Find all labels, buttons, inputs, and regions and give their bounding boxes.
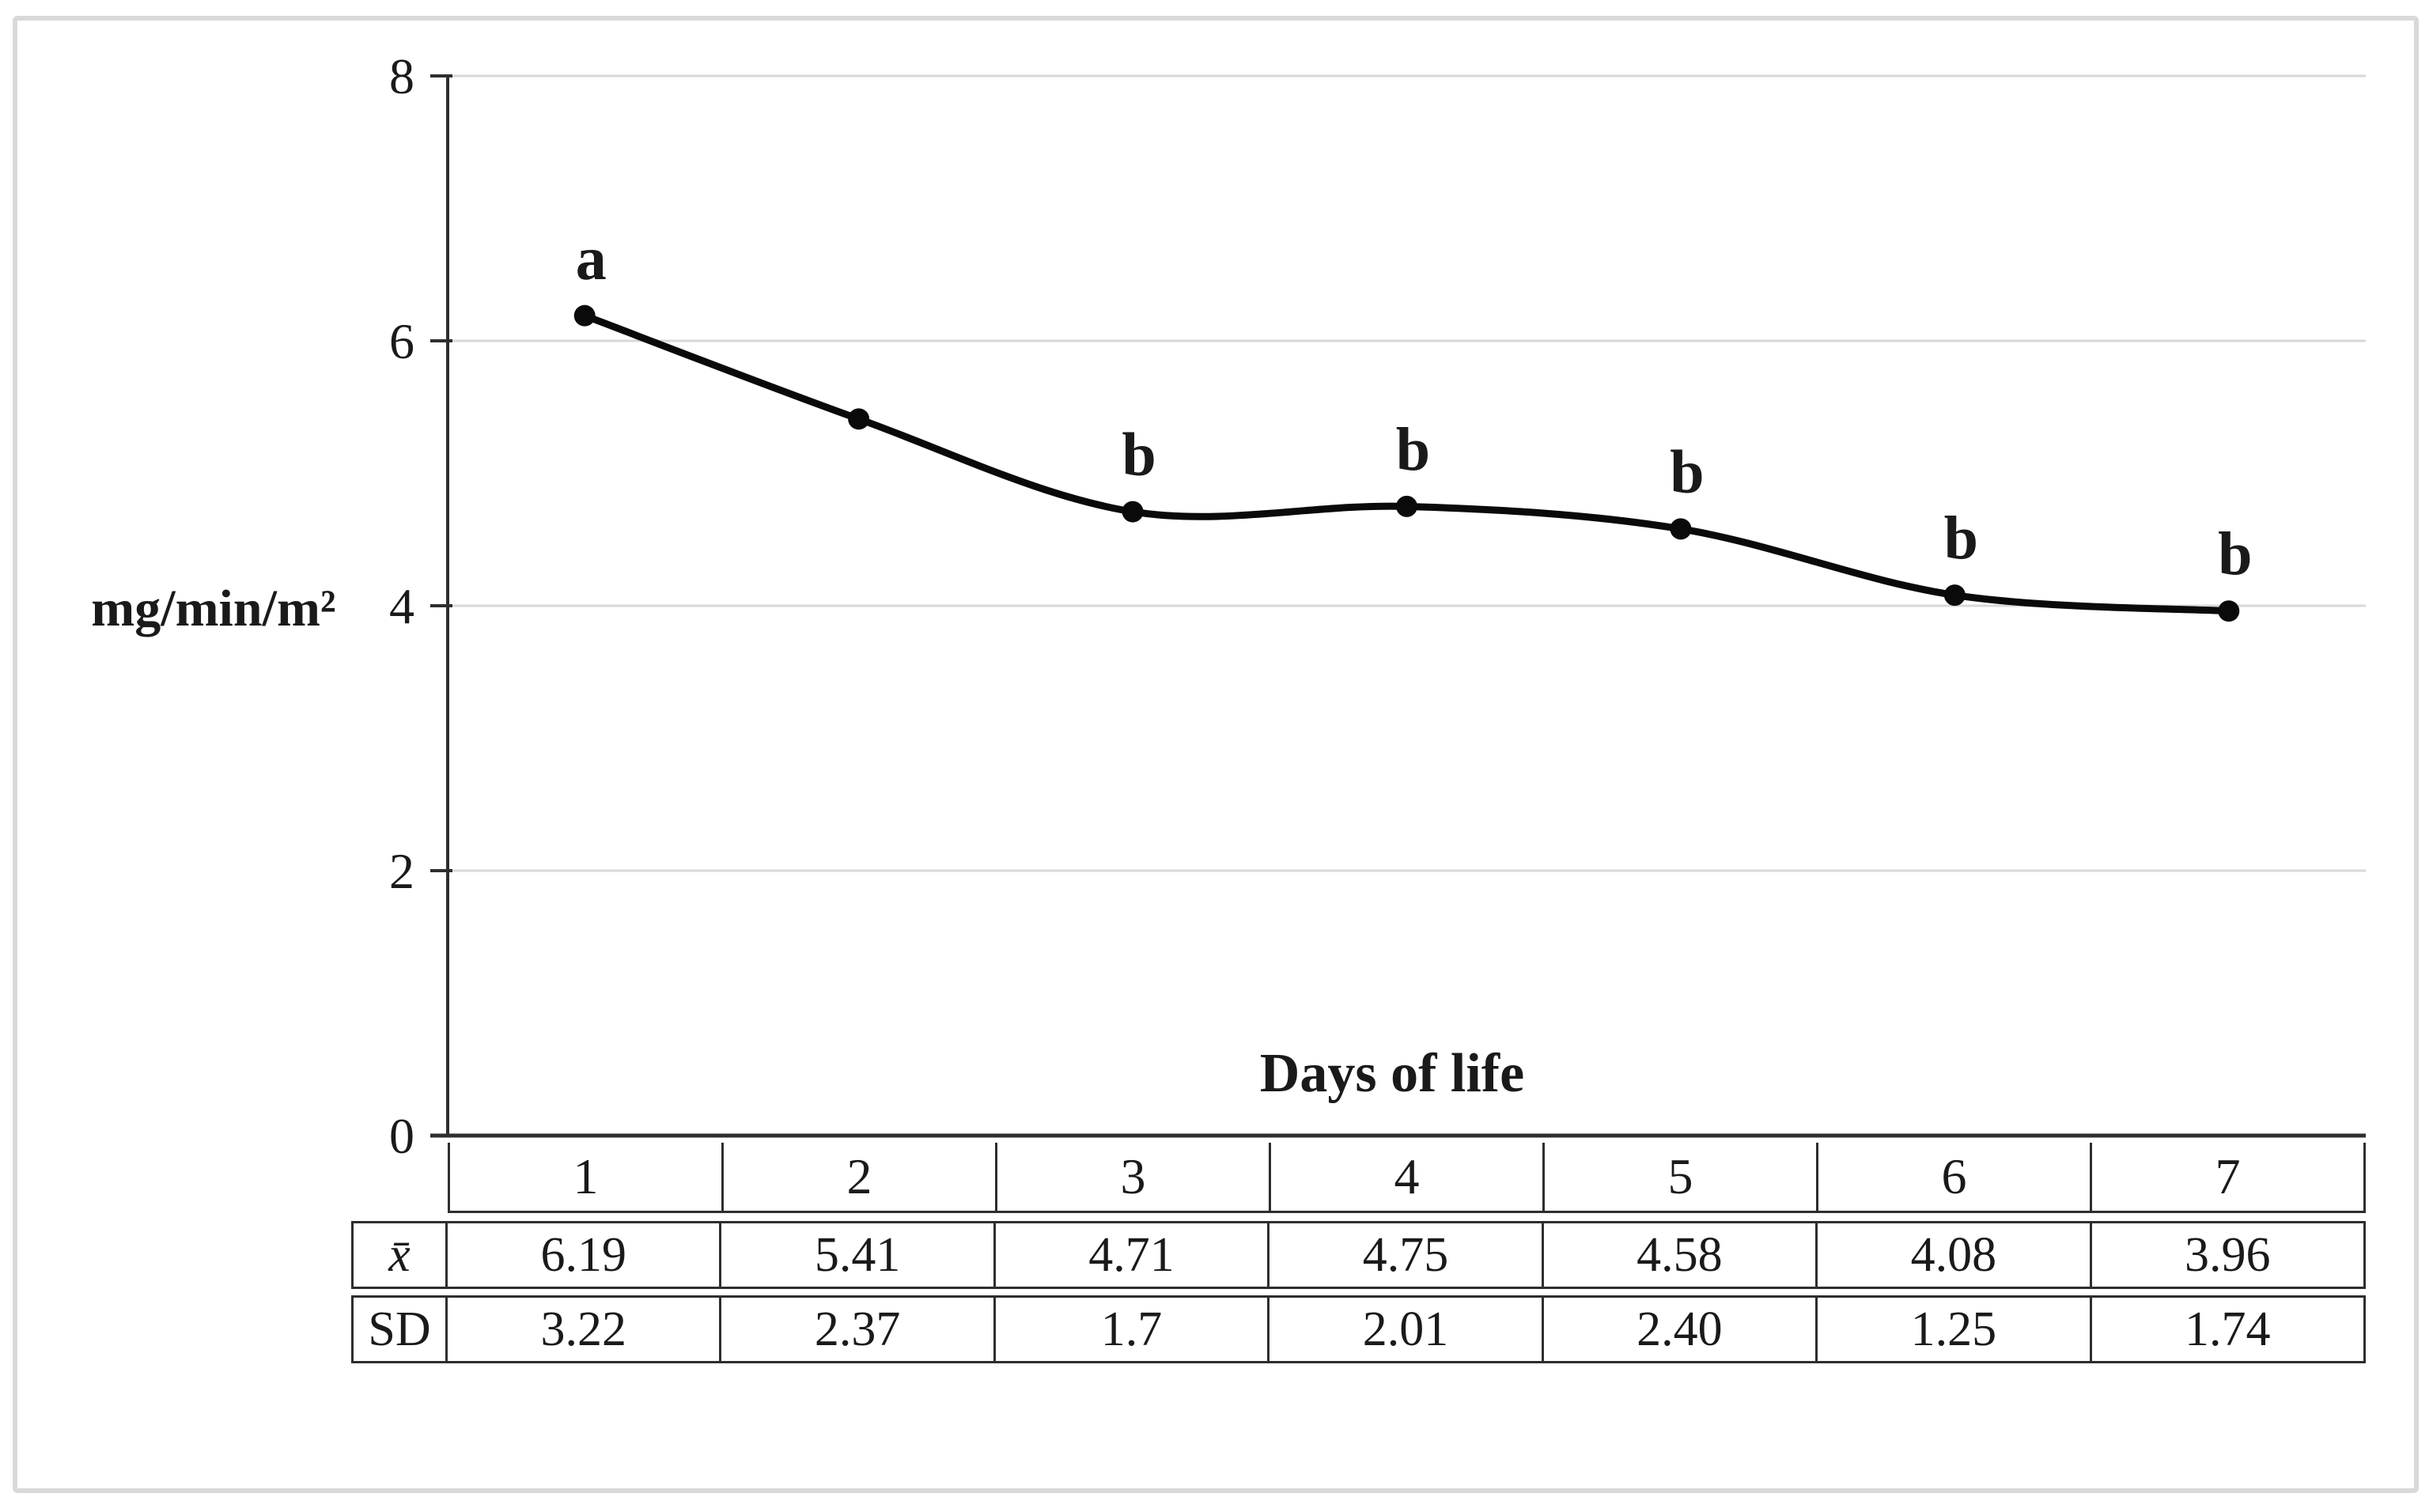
data-point-marker bbox=[573, 304, 596, 327]
data-point-marker bbox=[1122, 501, 1144, 523]
x-axis-title: Days of life bbox=[1259, 1043, 1525, 1104]
y-tick-label: 0 bbox=[389, 1108, 414, 1164]
sd-value-cell: 2.37 bbox=[721, 1298, 996, 1361]
day-header-cell: 4 bbox=[1271, 1143, 1545, 1211]
day-header-cell: 6 bbox=[1818, 1143, 2092, 1211]
data-point-marker bbox=[1396, 495, 1417, 517]
sd-value-cell: 2.01 bbox=[1269, 1298, 1544, 1361]
y-tick-label: 6 bbox=[389, 313, 414, 369]
mean-value-cell: 6.19 bbox=[448, 1223, 722, 1287]
data-point-marker bbox=[848, 408, 870, 430]
y-tick-label: 2 bbox=[389, 843, 414, 899]
point-label: b bbox=[1396, 414, 1430, 483]
mean-value-cell: 4.75 bbox=[1269, 1223, 1544, 1287]
day-header-cell: 1 bbox=[450, 1143, 724, 1211]
row-label: x̄ bbox=[354, 1223, 448, 1287]
mean-value-cell: 3.96 bbox=[2184, 1227, 2271, 1282]
sd-row: SD 3.22 2.37 1.7 2.01 2.40 1.25 1.74 bbox=[351, 1295, 2366, 1363]
point-label: b bbox=[1670, 437, 1704, 506]
data-point-marker bbox=[1943, 584, 1966, 607]
data-point-marker bbox=[1670, 518, 1692, 540]
point-label: a bbox=[576, 224, 607, 293]
mean-value-cell: 4.71 bbox=[996, 1223, 1270, 1287]
mean-value-cell: 5.41 bbox=[721, 1223, 996, 1287]
sd-value-cell: 1.74 bbox=[2184, 1302, 2271, 1356]
y-tick-label: 4 bbox=[389, 578, 414, 634]
day-header-cell: 3 bbox=[997, 1143, 1271, 1211]
mean-value-cell: 4.58 bbox=[1544, 1223, 1818, 1287]
mean-value-cell: 4.08 bbox=[1818, 1223, 2092, 1287]
data-point-marker bbox=[2218, 600, 2240, 622]
row-label: SD bbox=[354, 1298, 448, 1361]
mean-row: x̄ 6.19 5.41 4.71 4.75 4.58 4.08 3.96 bbox=[351, 1221, 2366, 1289]
sd-value-cell: 3.22 bbox=[448, 1298, 722, 1361]
y-axis-unit-label: mg/min/m² bbox=[91, 580, 336, 637]
sd-value-cell: 1.25 bbox=[1818, 1298, 2092, 1361]
day-header-cell: 7 bbox=[2215, 1148, 2241, 1204]
day-header-cell: 5 bbox=[1545, 1143, 1818, 1211]
day-header-cell: 2 bbox=[724, 1143, 997, 1211]
point-label: b bbox=[1944, 504, 1978, 573]
point-label: b bbox=[1122, 420, 1156, 489]
y-tick-label: 8 bbox=[389, 48, 414, 104]
sd-value-cell: 1.7 bbox=[996, 1298, 1270, 1361]
sd-value-cell: 2.40 bbox=[1544, 1298, 1818, 1361]
point-label: b bbox=[2218, 520, 2252, 588]
